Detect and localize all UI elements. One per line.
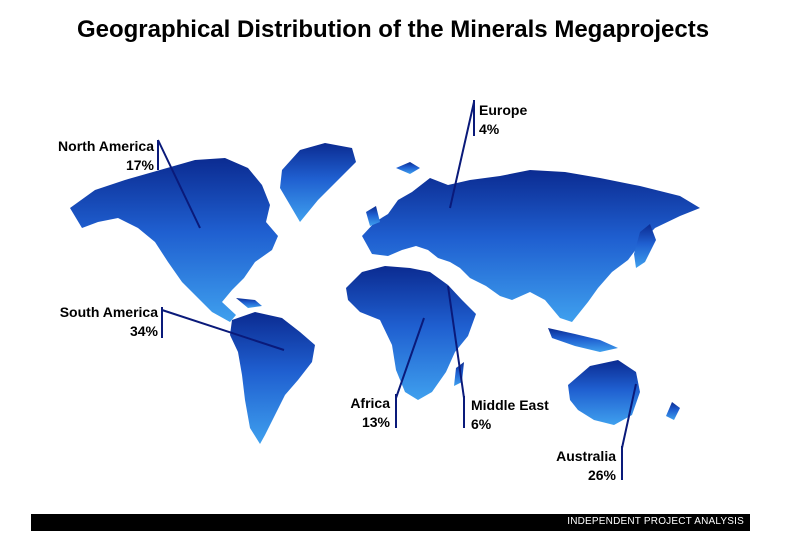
label-australia: Australia 26% [520,447,616,485]
south-america-shape [230,312,315,444]
leader-lines [157,100,637,480]
region-name: Europe [479,102,528,118]
africa-shape [346,266,476,400]
new-zealand-shape [666,402,680,420]
britain-shape [366,206,380,226]
leader-middle-east [447,285,465,428]
region-name: Australia [556,448,616,464]
label-middle-east: Middle East 6% [471,396,549,434]
page-title: Geographical Distribution of the Mineral… [76,16,710,43]
region-value: 13% [361,414,390,430]
north-america-shape [70,158,278,322]
footer-bar: INDEPENDENT PROJECT ANALYSIS [31,514,750,531]
label-south-america: South America 34% [38,303,158,341]
region-name: South America [59,304,158,320]
label-europe: Europe 4% [479,101,527,139]
iceland-shape [396,162,420,174]
continents [70,143,700,444]
region-value: 26% [587,467,616,483]
japan-shape [634,224,656,268]
caribbean-shape [236,298,262,308]
indonesia-shape [548,328,618,352]
region-value: 34% [129,323,158,339]
leader-australia [621,383,637,480]
region-value: 17% [125,157,154,173]
label-north-america: North America 17% [38,137,154,175]
region-name: North America [58,138,154,154]
leader-africa [395,317,425,428]
footer-text: INDEPENDENT PROJECT ANALYSIS [567,516,744,527]
region-value: 4% [479,121,500,137]
region-name: Middle East [471,397,549,413]
australia-shape [568,360,640,425]
label-africa: Africa 13% [330,394,390,432]
greenland-shape [280,143,356,222]
leader-north-america [157,139,201,229]
eurasia-shape [362,170,700,322]
leader-europe [449,100,475,209]
region-value: 6% [471,416,492,432]
leader-south-america [161,307,285,351]
region-name: Africa [350,395,390,411]
